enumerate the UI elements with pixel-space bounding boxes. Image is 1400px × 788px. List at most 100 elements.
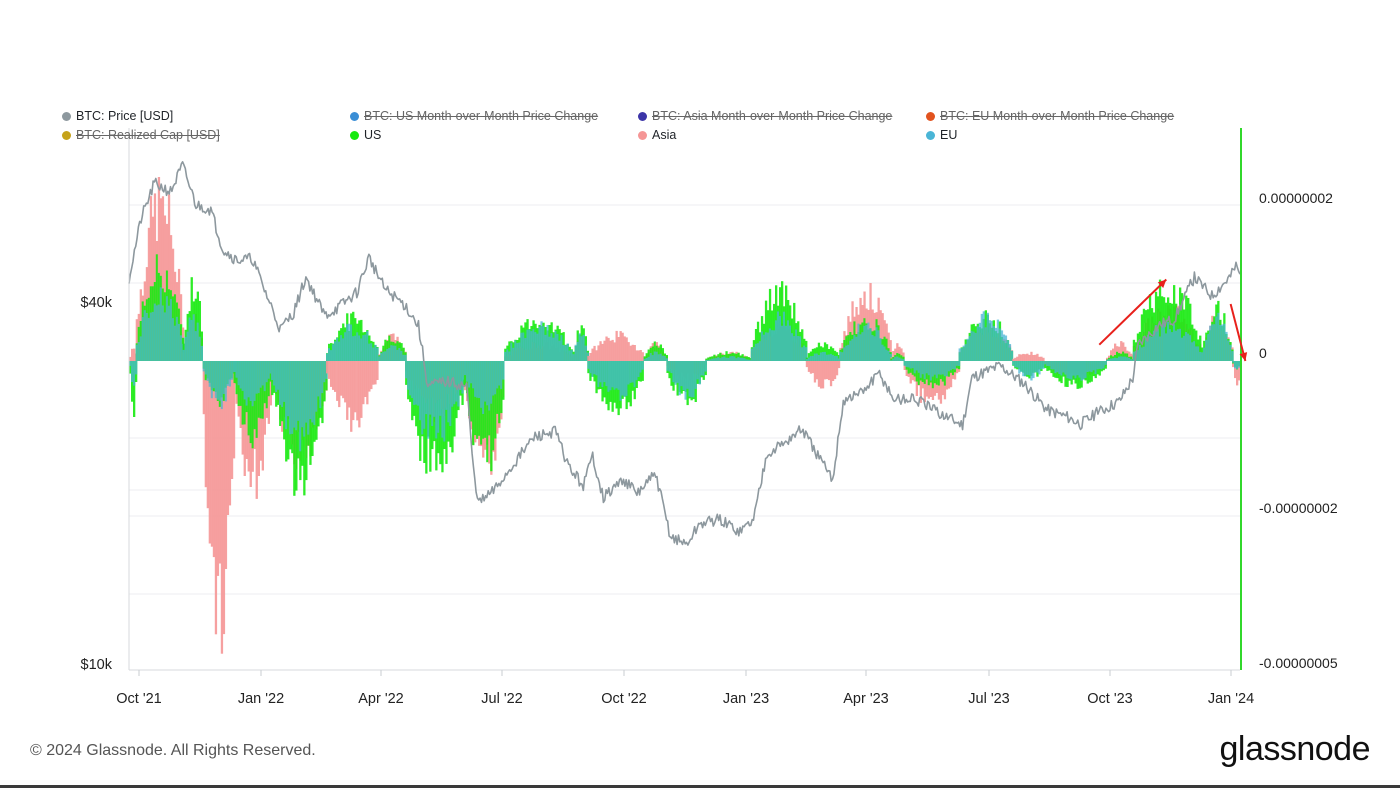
price-line bbox=[128, 161, 1241, 546]
bar-asia bbox=[601, 343, 604, 361]
bar-eu bbox=[319, 361, 322, 409]
bar-eu bbox=[655, 351, 658, 361]
bar-eu bbox=[801, 347, 804, 361]
bar-eu bbox=[754, 343, 758, 361]
bar-eu bbox=[582, 334, 585, 361]
bar-eu bbox=[951, 361, 955, 369]
bar-eu bbox=[429, 361, 432, 415]
bar-eu bbox=[1026, 361, 1029, 375]
bar-eu bbox=[1203, 347, 1206, 361]
legend-item-realized-cap[interactable]: BTC: Realized Cap [USD] bbox=[62, 128, 220, 142]
bar-eu bbox=[354, 335, 357, 361]
legend-label: BTC: Realized Cap [USD] bbox=[76, 128, 220, 142]
bar-asia bbox=[949, 361, 953, 388]
bar-asia bbox=[837, 361, 841, 369]
bar-us bbox=[1142, 308, 1146, 361]
bar-eu bbox=[643, 358, 646, 361]
bar-eu bbox=[785, 325, 788, 361]
bar-eu bbox=[933, 361, 937, 375]
bar-us bbox=[747, 357, 750, 361]
bar-eu bbox=[303, 361, 306, 437]
bar-asia bbox=[131, 348, 134, 361]
bar-eu bbox=[534, 332, 537, 361]
bar-asia bbox=[1128, 351, 1131, 361]
bar-eu bbox=[1042, 361, 1045, 369]
bar-eu bbox=[613, 361, 616, 390]
bar-asia bbox=[1016, 356, 1019, 361]
bar-eu bbox=[392, 345, 395, 361]
bar-asia bbox=[147, 227, 151, 361]
bar-eu bbox=[875, 327, 878, 361]
bar-eu bbox=[631, 361, 634, 383]
bar-us bbox=[1122, 351, 1125, 361]
bar-us bbox=[492, 361, 495, 451]
legend-item-us[interactable]: US bbox=[350, 128, 381, 142]
bar-us bbox=[785, 285, 788, 361]
bar-eu bbox=[962, 345, 965, 361]
bar-eu bbox=[1022, 361, 1025, 377]
bar-eu bbox=[1124, 356, 1127, 361]
legend-item-eu[interactable]: EU bbox=[926, 128, 957, 142]
bar-eu bbox=[923, 361, 926, 380]
bar-eu bbox=[621, 361, 624, 396]
bar-eu bbox=[390, 345, 393, 361]
bar-eu bbox=[279, 361, 282, 405]
bar-asia bbox=[811, 361, 815, 374]
legend-item-btc-price[interactable]: BTC: Price [USD] bbox=[62, 109, 173, 123]
bar-asia bbox=[332, 361, 335, 390]
bar-eu bbox=[849, 340, 852, 361]
bar-asia bbox=[161, 196, 165, 361]
bar-eu bbox=[230, 361, 234, 380]
bar-eu bbox=[970, 330, 973, 361]
bar-eu bbox=[994, 327, 997, 361]
bar-eu bbox=[1187, 333, 1190, 361]
x-tick-label: Jul '22 bbox=[481, 691, 522, 707]
legend-item-us-mom[interactable]: BTC: US Month-over-Month Price Change bbox=[350, 109, 598, 123]
bar-eu bbox=[892, 358, 895, 361]
bar-eu bbox=[169, 298, 173, 361]
bar-eu bbox=[1152, 330, 1156, 361]
bar-eu bbox=[447, 361, 450, 423]
bar-eu bbox=[619, 361, 622, 401]
bar-us bbox=[735, 353, 738, 361]
bar-eu bbox=[356, 332, 359, 361]
annotation-arrow-head-icon bbox=[1239, 352, 1248, 361]
bar-eu bbox=[750, 348, 754, 361]
bar-eu bbox=[705, 359, 708, 361]
bar-us bbox=[670, 361, 673, 386]
bar-eu bbox=[1106, 359, 1109, 361]
bar-us bbox=[817, 342, 821, 361]
bar-asia bbox=[228, 361, 232, 506]
bar-eu bbox=[676, 361, 679, 383]
legend-item-eu-mom[interactable]: BTC: EU Month-over-Month Price Change bbox=[926, 109, 1174, 123]
bar-asia bbox=[621, 332, 624, 361]
bar-asia bbox=[1042, 357, 1045, 361]
bar-asia bbox=[597, 345, 600, 361]
bar-eu bbox=[202, 361, 205, 372]
bar-eu bbox=[896, 356, 899, 361]
x-tick-label: Oct '21 bbox=[116, 691, 161, 707]
legend-item-asia-mom[interactable]: BTC: Asia Month-over-Month Price Change bbox=[638, 109, 892, 123]
bar-eu bbox=[762, 334, 766, 361]
legend-label: EU bbox=[940, 128, 958, 142]
bar-eu bbox=[680, 361, 683, 387]
bar-eu bbox=[855, 336, 858, 361]
bar-eu bbox=[566, 343, 569, 361]
y-left-tick-label: $40k bbox=[81, 295, 113, 311]
bar-eu bbox=[562, 345, 565, 361]
bar-eu bbox=[915, 361, 918, 371]
bar-eu bbox=[659, 353, 662, 361]
bar-eu bbox=[625, 361, 628, 396]
bar-eu bbox=[348, 323, 351, 361]
x-tick-label: Jan '23 bbox=[723, 691, 769, 707]
bar-us bbox=[486, 361, 489, 463]
bar-asia bbox=[829, 361, 833, 387]
bar-eu bbox=[265, 361, 268, 383]
bar-asia bbox=[135, 319, 138, 361]
bar-eu bbox=[1046, 361, 1049, 366]
legend-item-asia[interactable]: Asia bbox=[638, 128, 676, 142]
bar-asia bbox=[892, 351, 895, 361]
bar-eu bbox=[439, 361, 442, 416]
bar-eu bbox=[903, 361, 906, 366]
bar-us bbox=[1165, 302, 1168, 361]
